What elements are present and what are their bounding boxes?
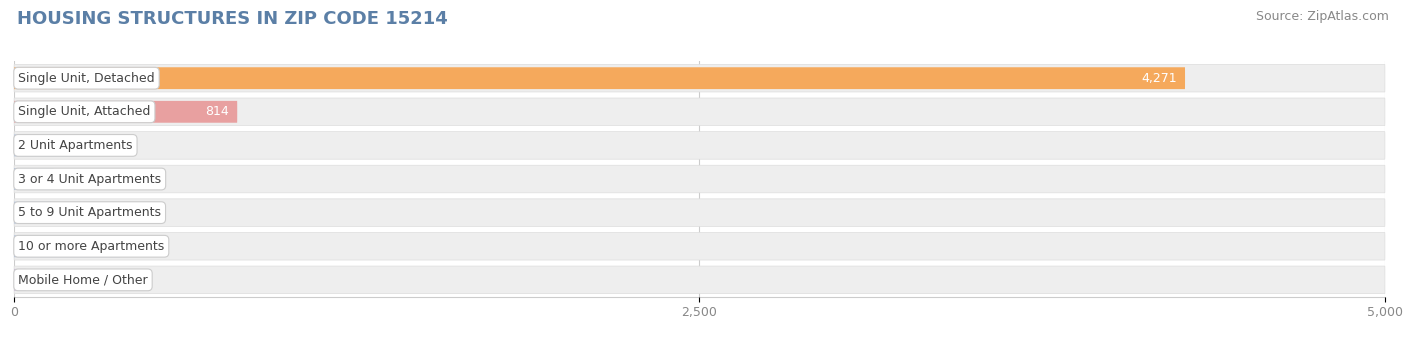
- FancyBboxPatch shape: [14, 266, 1385, 294]
- Text: 136: 136: [67, 206, 91, 219]
- Text: 44: 44: [42, 273, 58, 286]
- Text: 10 or more Apartments: 10 or more Apartments: [18, 240, 165, 253]
- Text: 5 to 9 Unit Apartments: 5 to 9 Unit Apartments: [18, 206, 162, 219]
- Text: Single Unit, Detached: Single Unit, Detached: [18, 72, 155, 85]
- FancyBboxPatch shape: [14, 202, 52, 224]
- Text: Single Unit, Attached: Single Unit, Attached: [18, 105, 150, 118]
- Text: 2 Unit Apartments: 2 Unit Apartments: [18, 139, 132, 152]
- FancyBboxPatch shape: [14, 165, 1385, 193]
- Text: Mobile Home / Other: Mobile Home / Other: [18, 273, 148, 286]
- FancyBboxPatch shape: [14, 233, 1385, 260]
- FancyBboxPatch shape: [14, 67, 1185, 89]
- Text: 242: 242: [97, 139, 121, 152]
- FancyBboxPatch shape: [14, 98, 1385, 125]
- FancyBboxPatch shape: [14, 168, 53, 190]
- Text: 387: 387: [136, 240, 160, 253]
- FancyBboxPatch shape: [14, 64, 1385, 92]
- Text: Source: ZipAtlas.com: Source: ZipAtlas.com: [1256, 10, 1389, 23]
- FancyBboxPatch shape: [14, 199, 1385, 226]
- FancyBboxPatch shape: [14, 269, 27, 291]
- Text: 144: 144: [70, 173, 94, 186]
- FancyBboxPatch shape: [14, 132, 1385, 159]
- Text: HOUSING STRUCTURES IN ZIP CODE 15214: HOUSING STRUCTURES IN ZIP CODE 15214: [17, 10, 447, 28]
- Text: 4,271: 4,271: [1142, 72, 1177, 85]
- FancyBboxPatch shape: [14, 101, 238, 123]
- FancyBboxPatch shape: [14, 235, 120, 257]
- FancyBboxPatch shape: [14, 134, 80, 156]
- Text: 814: 814: [205, 105, 229, 118]
- Text: 3 or 4 Unit Apartments: 3 or 4 Unit Apartments: [18, 173, 162, 186]
